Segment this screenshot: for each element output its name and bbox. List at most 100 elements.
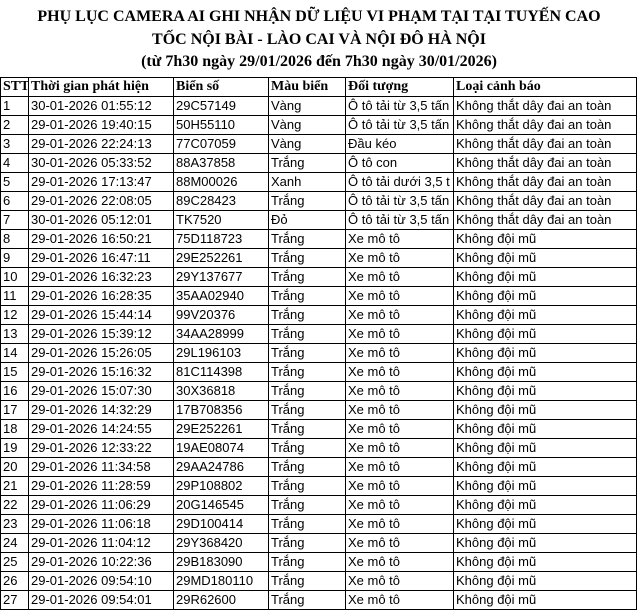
table-cell: Trắng xyxy=(268,267,346,287)
table-cell: Trắng xyxy=(268,191,346,211)
table-row: 20 29-01-2026 11:34:58 29AA24786 Trắng Xe mô… xyxy=(0,457,637,477)
table-row: 10 29-01-2026 16:32:23 29Y137677 Trắng Xe mô… xyxy=(0,267,637,287)
table-cell: Trắng xyxy=(268,305,346,325)
table-cell: 9 xyxy=(0,248,29,268)
table-cell: Không đội mũ xyxy=(453,419,637,439)
table-cell: Ô tô tải từ 3,5 tấn xyxy=(345,210,454,230)
table-cell: 19AE08074 xyxy=(173,438,269,458)
table-cell: 34AA28999 xyxy=(173,324,269,344)
table-cell: Không thắt dây đai an toàn xyxy=(453,210,637,230)
column-header: STT xyxy=(0,77,29,97)
table-cell: 8 xyxy=(0,229,29,249)
table-row: 13 29-01-2026 15:39:12 34AA28999 Trắng Xe mô… xyxy=(0,324,637,344)
table-row: 21 29-01-2026 11:28:59 29P108802 Trắng Xe mô… xyxy=(0,476,637,496)
table-body: 1 30-01-2026 01:55:12 29C57149 Vàng Ô tô tải… xyxy=(0,96,637,610)
table-row: 17 29-01-2026 14:32:29 17B708356 Trắng Xe mô… xyxy=(0,400,637,420)
table-cell: Xe mô tô xyxy=(345,400,454,420)
table-row: 2 29-01-2026 19:40:15 50H55110 Vàng Ô tô tải… xyxy=(0,115,637,135)
table-cell: 7 xyxy=(0,210,29,230)
table-cell: Đỏ xyxy=(268,210,346,230)
table-row: 12 29-01-2026 15:44:14 99V20376 Trắng Xe mô … xyxy=(0,305,637,325)
table-cell: Không đội mũ xyxy=(453,305,637,325)
table-cell: Không đội mũ xyxy=(453,229,637,249)
table-cell: Trắng xyxy=(268,533,346,553)
table-cell: 29-01-2026 12:33:22 xyxy=(28,438,174,458)
table-cell: Không thắt dây đai an toàn xyxy=(453,191,637,211)
table-cell: 35AA02940 xyxy=(173,286,269,306)
table-cell: Không đội mũ xyxy=(453,362,637,382)
table-cell: Trắng xyxy=(268,514,346,534)
table-cell: 29-01-2026 15:07:30 xyxy=(28,381,174,401)
table-cell: 99V20376 xyxy=(173,305,269,325)
table-cell: Trắng xyxy=(268,229,346,249)
table-cell: Xe mô tô xyxy=(345,571,454,591)
table-cell: 88M00026 xyxy=(173,172,269,192)
table-cell: 6 xyxy=(0,191,29,211)
table-cell: Không thắt dây đai an toàn xyxy=(453,115,637,135)
table-cell: 20 xyxy=(0,457,29,477)
column-header: Loại cảnh báo xyxy=(453,77,637,97)
table-cell: Không đội mũ xyxy=(453,343,637,363)
table-cell: Trắng xyxy=(268,343,346,363)
table-cell: 24 xyxy=(0,533,29,553)
table-cell: 23 xyxy=(0,514,29,534)
table-cell: Xe mô tô xyxy=(345,229,454,249)
table-cell: 29-01-2026 16:50:21 xyxy=(28,229,174,249)
table-cell: 29-01-2026 16:47:11 xyxy=(28,248,174,268)
table-row: 15 29-01-2026 15:16:32 81C114398 Trắng Xe mô… xyxy=(0,362,637,382)
table-cell: 16 xyxy=(0,381,29,401)
table-cell: Xe mô tô xyxy=(345,552,454,572)
table-cell: 12 xyxy=(0,305,29,325)
table-cell: 10 xyxy=(0,267,29,287)
table-cell: Không đội mũ xyxy=(453,476,637,496)
table-row: 26 29-01-2026 09:54:10 29MD180110 Trắng Xe m… xyxy=(0,571,637,591)
table-cell: Trắng xyxy=(268,324,346,344)
table-cell: Xe mô tô xyxy=(345,514,454,534)
table-cell: Trắng xyxy=(268,286,346,306)
table-cell: Trắng xyxy=(268,590,346,610)
table-cell: Xe mô tô xyxy=(345,495,454,515)
table-cell: 29L196103 xyxy=(173,343,269,363)
table-cell: 29-01-2026 19:40:15 xyxy=(28,115,174,135)
table-cell: Xe mô tô xyxy=(345,457,454,477)
table-row: 4 30-01-2026 05:33:52 88A37858 Trắng Ô tô co… xyxy=(0,153,637,173)
table-cell: 29E252261 xyxy=(173,419,269,439)
table-cell: 29-01-2026 15:39:12 xyxy=(28,324,174,344)
table-cell: 77C07059 xyxy=(173,134,269,154)
table-row: 14 29-01-2026 15:26:05 29L196103 Trắng Xe mô… xyxy=(0,343,637,363)
table-cell: 1 xyxy=(0,96,29,116)
table-row: 24 29-01-2026 11:04:12 29Y368420 Trắng Xe mô… xyxy=(0,533,637,553)
table-cell: Không đội mũ xyxy=(453,533,637,553)
table-cell: Không thắt dây đai an toàn xyxy=(453,172,637,192)
table-cell: 20G146545 xyxy=(173,495,269,515)
table-cell: Đầu kéo xyxy=(345,134,454,154)
table-cell: Vàng xyxy=(268,134,346,154)
table-cell: Ô tô tải dưới 3,5 t xyxy=(345,172,454,192)
table-cell: Xe mô tô xyxy=(345,267,454,287)
table-cell: Xe mô tô xyxy=(345,324,454,344)
table-cell: Không đội mũ xyxy=(453,324,637,344)
table-row: 27 29-01-2026 09:54:01 29R62600 Trắng Xe mô … xyxy=(0,590,637,610)
table-row: 1 30-01-2026 01:55:12 29C57149 Vàng Ô tô tải… xyxy=(0,96,637,116)
table-cell: Xanh xyxy=(268,172,346,192)
table-cell: Trắng xyxy=(268,495,346,515)
table-cell: Xe mô tô xyxy=(345,305,454,325)
table-cell: Không thắt dây đai an toàn xyxy=(453,134,637,154)
table-cell: 29-01-2026 16:32:23 xyxy=(28,267,174,287)
table-cell: Không đội mũ xyxy=(453,552,637,572)
table-row: 25 29-01-2026 10:22:36 29B183090 Trắng Xe mô… xyxy=(0,552,637,572)
table-cell: Không đội mũ xyxy=(453,267,637,287)
table-cell: Trắng xyxy=(268,571,346,591)
table-cell: Xe mô tô xyxy=(345,381,454,401)
table-row: 18 29-01-2026 14:24:55 29E252261 Trắng Xe mô… xyxy=(0,419,637,439)
table-cell: 11 xyxy=(0,286,29,306)
title-line: PHỤ LỤC CAMERA AI GHI NHẬN DỮ LIỆU VI PH… xyxy=(37,8,601,25)
table-cell: Ô tô tải từ 3,5 tấn xyxy=(345,115,454,135)
table-cell: 29E252261 xyxy=(173,248,269,268)
column-header: Màu biển xyxy=(268,77,346,97)
table-cell: 29-01-2026 11:04:12 xyxy=(28,533,174,553)
table-cell: Ô tô tải từ 3,5 tấn xyxy=(345,191,454,211)
table-row: 16 29-01-2026 15:07:30 30X36818 Trắng Xe mô … xyxy=(0,381,637,401)
table-cell: Xe mô tô xyxy=(345,419,454,439)
